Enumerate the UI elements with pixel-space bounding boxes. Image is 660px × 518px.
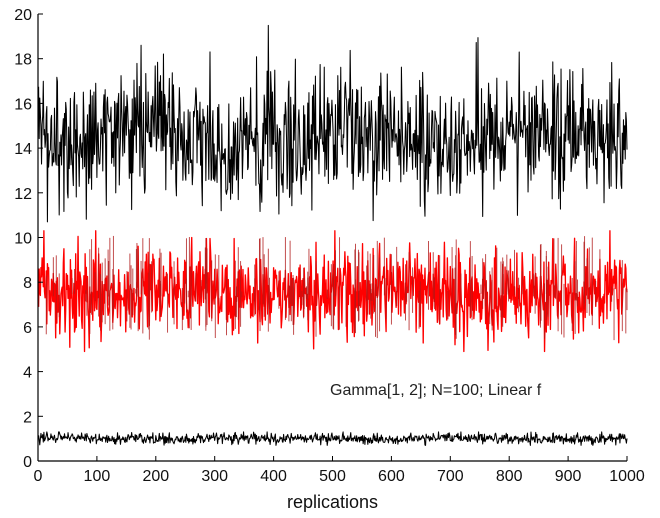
- x-tick-label: 400: [260, 468, 287, 485]
- x-axis-title: replications: [287, 492, 378, 512]
- x-tick-label: 1000: [609, 468, 645, 485]
- y-tick-label: 18: [14, 52, 32, 69]
- lower-series-line: [38, 431, 628, 446]
- series-layer: [37, 24, 628, 446]
- x-tick-label: 100: [84, 468, 111, 485]
- x-ticks: 0 100 200 300 400 500 600 700 800 900 1000: [34, 456, 645, 485]
- y-tick-label: 0: [23, 454, 32, 471]
- x-tick-label: 900: [555, 468, 582, 485]
- y-tick-label: 10: [14, 231, 32, 248]
- y-tick-label: 12: [14, 186, 32, 203]
- x-tick-label: 200: [142, 468, 169, 485]
- y-tick-label: 4: [23, 365, 32, 382]
- plot-background: [38, 14, 627, 461]
- chart-annotation: Gamma[1, 2]; N=100; Linear f: [330, 382, 542, 399]
- x-tick-label: 300: [201, 468, 228, 485]
- plot-area: [38, 14, 627, 461]
- y-tick-label: 20: [14, 7, 32, 24]
- x-tick-label: 500: [319, 468, 346, 485]
- y-tick-label: 14: [14, 141, 32, 158]
- x-tick-label: 0: [34, 468, 43, 485]
- y-tick-label: 6: [23, 320, 32, 337]
- y-ticks: 0 2 4 6 8 10 12 14 16 18 20: [14, 7, 43, 471]
- x-tick-label: 600: [378, 468, 405, 485]
- y-tick-label: 2: [23, 409, 32, 426]
- x-tick-label: 700: [437, 468, 464, 485]
- x-tick-label: 800: [496, 468, 523, 485]
- y-tick-label: 16: [14, 96, 32, 113]
- upper-series-line: [38, 24, 628, 223]
- y-tick-label: 8: [23, 275, 32, 292]
